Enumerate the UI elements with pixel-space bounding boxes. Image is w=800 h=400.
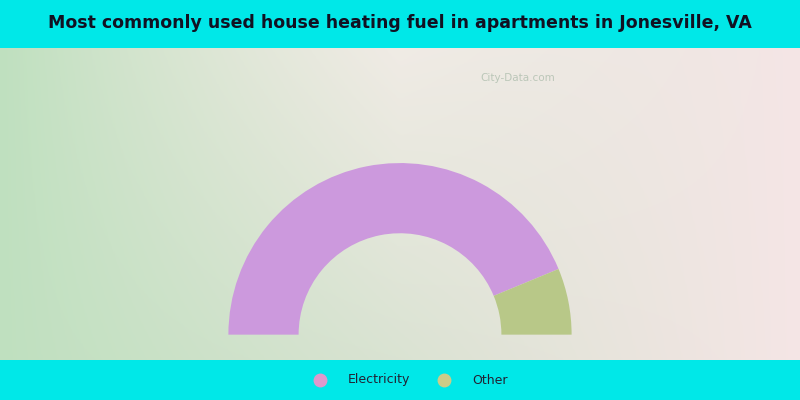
Text: Electricity: Electricity	[348, 374, 410, 386]
Text: City-Data.com: City-Data.com	[481, 73, 556, 83]
Wedge shape	[229, 163, 558, 335]
Text: Most commonly used house heating fuel in apartments in Jonesville, VA: Most commonly used house heating fuel in…	[48, 14, 752, 32]
Text: Other: Other	[472, 374, 507, 386]
Wedge shape	[494, 269, 571, 335]
